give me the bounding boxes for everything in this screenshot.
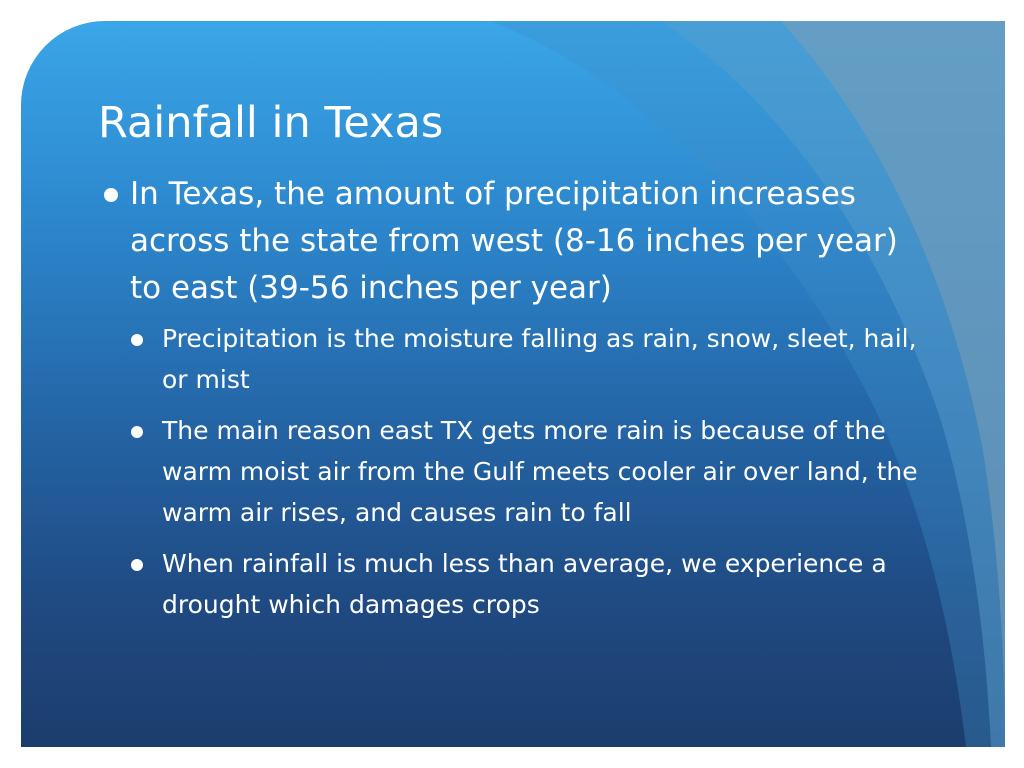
slide-title: Rainfall in Texas [98, 98, 444, 148]
bullet-item: In Texas, the amount of precipitation in… [99, 171, 929, 312]
slide: Rainfall in Texas In Texas, the amount o… [21, 21, 1005, 747]
sub-bullet-text: When rainfall is much less than average,… [162, 549, 887, 619]
sub-bullet-item: The main reason east TX gets more rain i… [131, 410, 929, 533]
slide-body: In Texas, the amount of precipitation in… [99, 171, 929, 625]
sub-bullet-text: Precipitation is the moisture falling as… [162, 324, 917, 394]
bullet-icon [104, 188, 118, 202]
bullet-text: In Texas, the amount of precipitation in… [130, 176, 898, 306]
sub-bullet-item: When rainfall is much less than average,… [131, 543, 929, 625]
bullet-icon [131, 426, 143, 438]
sub-bullet-text: The main reason east TX gets more rain i… [162, 416, 918, 527]
bullet-icon [131, 559, 143, 571]
bullet-icon [131, 334, 143, 346]
decorative-swoosh [491, 21, 1005, 747]
sub-bullet-item: Precipitation is the moisture falling as… [131, 318, 929, 400]
